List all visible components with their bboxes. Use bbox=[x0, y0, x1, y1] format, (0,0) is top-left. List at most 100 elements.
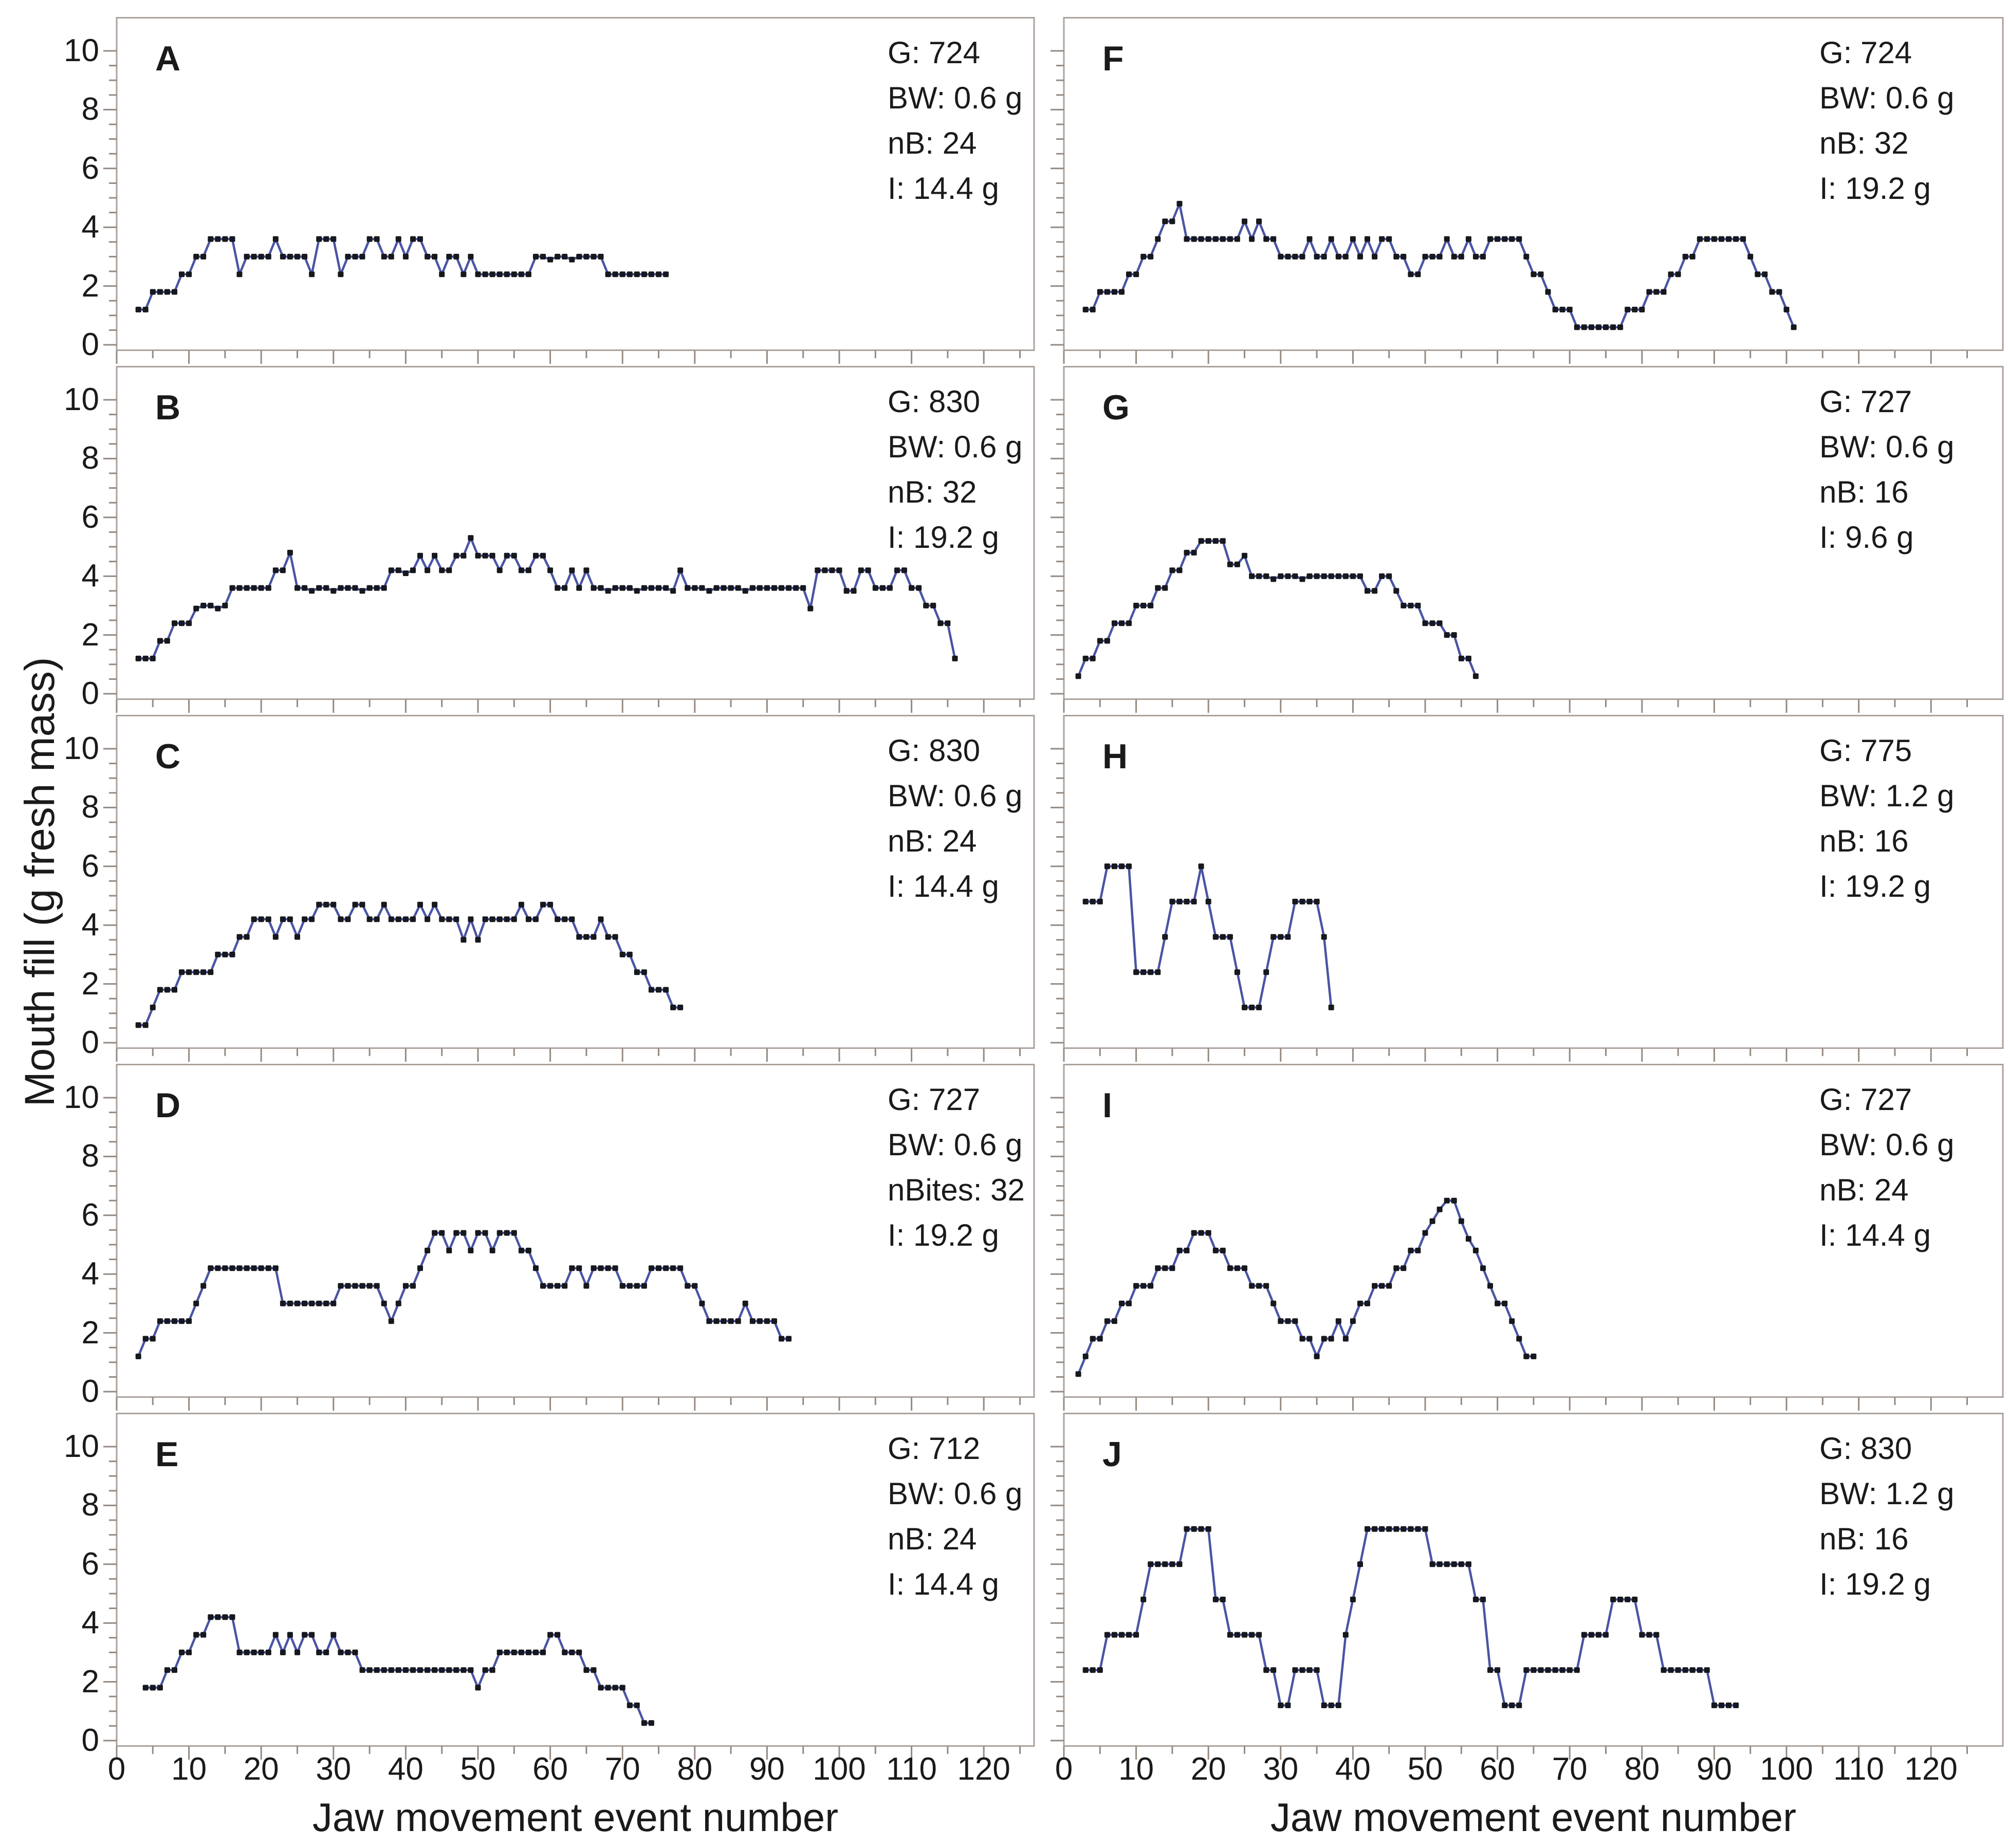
panel-annotation: G: 830 BW: 0.6 g nB: 24 I: 14.4 g bbox=[888, 728, 1022, 909]
panel-letter-F: F bbox=[1102, 39, 1124, 78]
x-tick-label: 30 bbox=[1263, 1751, 1299, 1787]
data-points bbox=[142, 1614, 654, 1726]
annotation-line: G: 724 bbox=[888, 35, 981, 70]
panel-A-plot bbox=[103, 17, 1035, 364]
x-tick-label: 70 bbox=[604, 1751, 640, 1787]
axis-ticks bbox=[103, 50, 1021, 364]
annotation-line: BW: 0.6 g bbox=[888, 81, 1023, 115]
x-tick-label: 80 bbox=[677, 1751, 713, 1787]
y-tick-label: 4 bbox=[81, 558, 99, 594]
annotation-line: BW: 0.6 g bbox=[1819, 1128, 1955, 1162]
axis-ticks bbox=[1051, 1446, 1968, 1760]
axis-ticks bbox=[103, 1097, 1021, 1411]
annotation-line: nBites: 32 bbox=[888, 1173, 1025, 1207]
annotation-line: I: 9.6 g bbox=[1819, 520, 1914, 555]
x-axis-title-right-column: Jaw movement event number bbox=[1270, 1795, 1797, 1840]
annotation-line: nB: 32 bbox=[888, 475, 977, 509]
annotation-line: G: 830 bbox=[1819, 1431, 1912, 1466]
panel-letter-A: A bbox=[155, 39, 181, 78]
panel-letter-C: C bbox=[155, 737, 181, 776]
panel-F-plot bbox=[1051, 17, 2004, 364]
x-tick-label: 110 bbox=[1833, 1751, 1885, 1787]
y-tick-label: 6 bbox=[81, 1197, 99, 1233]
plot-frame bbox=[116, 715, 1035, 1049]
y-tick-label: 2 bbox=[81, 1664, 99, 1699]
panel-annotation: G: 724 BW: 0.6 g nB: 24 I: 14.4 g bbox=[888, 30, 1022, 211]
x-tick-label: 20 bbox=[1190, 1751, 1226, 1787]
panel-annotation: G: 830 BW: 0.6 g nB: 32 I: 19.2 g bbox=[888, 379, 1022, 560]
panel-B-plot bbox=[103, 366, 1035, 713]
y-tick-label: 4 bbox=[81, 1256, 99, 1292]
data-series-line bbox=[138, 903, 680, 1026]
annotation-line: G: 724 bbox=[1819, 35, 1912, 70]
data-series-line bbox=[1077, 540, 1477, 677]
panel-letter-B: B bbox=[155, 388, 181, 427]
x-tick-label: 60 bbox=[1480, 1751, 1516, 1787]
plot-frame bbox=[116, 17, 1035, 351]
y-tick-label: 8 bbox=[81, 1487, 99, 1523]
annotation-line: nB: 24 bbox=[888, 126, 977, 160]
data-points bbox=[135, 535, 958, 661]
plot-frame bbox=[116, 1413, 1035, 1747]
x-tick-label: 90 bbox=[749, 1751, 785, 1787]
annotation-line: BW: 1.2 g bbox=[1819, 1476, 1955, 1511]
y-tick-label: 6 bbox=[81, 150, 99, 186]
x-tick-label: 20 bbox=[243, 1751, 279, 1787]
data-points bbox=[135, 1230, 792, 1359]
y-tick-label: 10 bbox=[64, 731, 99, 766]
panel-letter-I: I bbox=[1102, 1086, 1112, 1125]
panel-letter-J: J bbox=[1102, 1435, 1122, 1474]
axis-ticks bbox=[103, 1446, 1021, 1760]
x-tick-label: 60 bbox=[532, 1751, 568, 1787]
plot-frame bbox=[1063, 715, 2004, 1049]
axis-ticks bbox=[1051, 1097, 1968, 1411]
data-series-line bbox=[137, 1231, 789, 1357]
y-tick-label: 0 bbox=[81, 1374, 99, 1409]
annotation-line: I: 14.4 g bbox=[888, 1567, 999, 1601]
annotation-line: I: 14.4 g bbox=[1819, 1218, 1931, 1252]
y-tick-label: 4 bbox=[81, 907, 99, 943]
panel-annotation: G: 727 BW: 0.6 g nB: 16 I: 9.6 g bbox=[1819, 379, 1954, 560]
annotation-line: nB: 16 bbox=[1819, 475, 1909, 509]
annotation-line: G: 712 bbox=[888, 1431, 981, 1466]
annotation-line: G: 830 bbox=[888, 733, 981, 768]
plot-frame bbox=[116, 1064, 1035, 1398]
y-tick-label: 4 bbox=[81, 209, 99, 245]
x-tick-label: 110 bbox=[886, 1751, 937, 1787]
panel-annotation: G: 712 BW: 0.6 g nB: 24 I: 14.4 g bbox=[888, 1426, 1022, 1607]
annotation-line: G: 727 bbox=[888, 1082, 981, 1117]
data-series-line bbox=[1077, 1199, 1534, 1375]
annotation-line: I: 19.2 g bbox=[1819, 171, 1931, 206]
x-tick-label: 0 bbox=[107, 1751, 126, 1787]
y-tick-label: 10 bbox=[64, 33, 99, 68]
annotation-line: nB: 16 bbox=[1819, 1522, 1909, 1556]
panel-annotation: G: 727 BW: 0.6 g nBites: 32 I: 19.2 g bbox=[888, 1077, 1025, 1258]
x-tick-label: 50 bbox=[460, 1751, 496, 1787]
y-tick-label: 8 bbox=[81, 440, 99, 476]
x-tick-label: 40 bbox=[388, 1751, 423, 1787]
annotation-line: nB: 24 bbox=[888, 824, 977, 858]
y-tick-label: 2 bbox=[81, 1315, 99, 1351]
annotation-line: G: 775 bbox=[1819, 733, 1912, 768]
y-tick-label: 0 bbox=[81, 1025, 99, 1060]
annotation-line: nB: 24 bbox=[888, 1522, 977, 1556]
annotation-line: I: 19.2 g bbox=[1819, 1567, 1931, 1601]
data-series-line bbox=[1085, 202, 1795, 328]
annotation-line: I: 14.4 g bbox=[888, 171, 999, 206]
axis-ticks bbox=[1051, 399, 1968, 713]
annotation-line: I: 19.2 g bbox=[888, 520, 999, 555]
y-tick-label: 8 bbox=[81, 789, 99, 825]
plot-frame bbox=[1063, 1413, 2004, 1747]
x-axis-title-left-column: Jaw movement event number bbox=[312, 1795, 839, 1840]
annotation-line: nB: 24 bbox=[1819, 1173, 1909, 1207]
x-tick-label: 10 bbox=[1118, 1751, 1154, 1787]
x-tick-label: 70 bbox=[1552, 1751, 1588, 1787]
panel-annotation: G: 727 BW: 0.6 g nB: 24 I: 14.4 g bbox=[1819, 1077, 1954, 1258]
panel-letter-E: E bbox=[155, 1435, 179, 1474]
panel-letter-H: H bbox=[1102, 737, 1128, 776]
plot-frame bbox=[1063, 1064, 2004, 1398]
x-tick-label: 50 bbox=[1407, 1751, 1443, 1787]
data-series-line bbox=[1085, 865, 1333, 1009]
plot-frame bbox=[116, 366, 1035, 700]
